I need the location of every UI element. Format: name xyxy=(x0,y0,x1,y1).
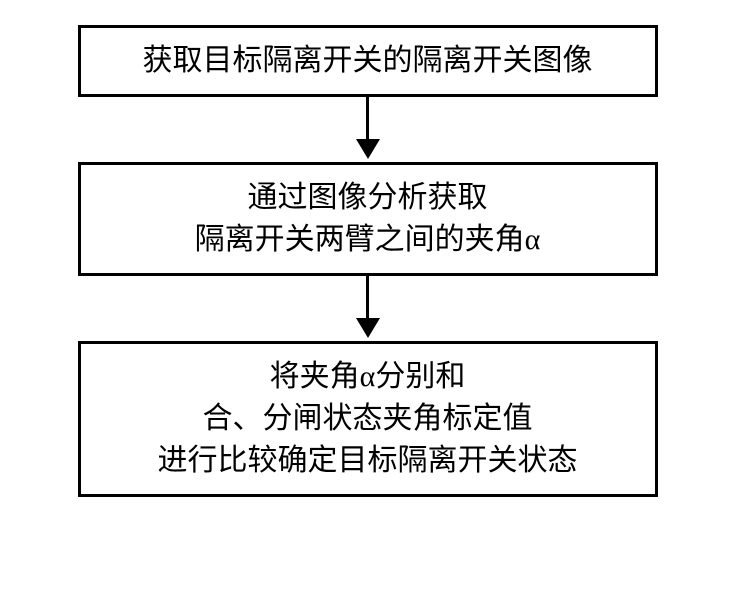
arrow-1 xyxy=(356,97,380,162)
arrow-2 xyxy=(356,276,380,341)
arrow-2-head xyxy=(356,318,380,338)
step-2-line-2: 隔离开关两臂之间的夹角α xyxy=(195,219,541,261)
step-2-line-1: 通过图像分析获取 xyxy=(248,177,488,219)
step-3-line-1: 将夹角α分别和 xyxy=(270,356,466,398)
arrow-1-head xyxy=(356,139,380,159)
step-3-line-2: 合、分闸状态夹角标定值 xyxy=(203,398,533,440)
flowchart-step-2: 通过图像分析获取 隔离开关两臂之间的夹角α xyxy=(78,162,658,276)
step-1-line-1: 获取目标隔离开关的隔离开关图像 xyxy=(143,40,593,82)
arrow-1-shaft xyxy=(366,97,369,139)
flowchart-step-1: 获取目标隔离开关的隔离开关图像 xyxy=(78,25,658,97)
arrow-2-shaft xyxy=(366,276,369,318)
step-3-line-3: 进行比较确定目标隔离开关状态 xyxy=(158,440,578,482)
flowchart-step-3: 将夹角α分别和 合、分闸状态夹角标定值 进行比较确定目标隔离开关状态 xyxy=(78,341,658,497)
